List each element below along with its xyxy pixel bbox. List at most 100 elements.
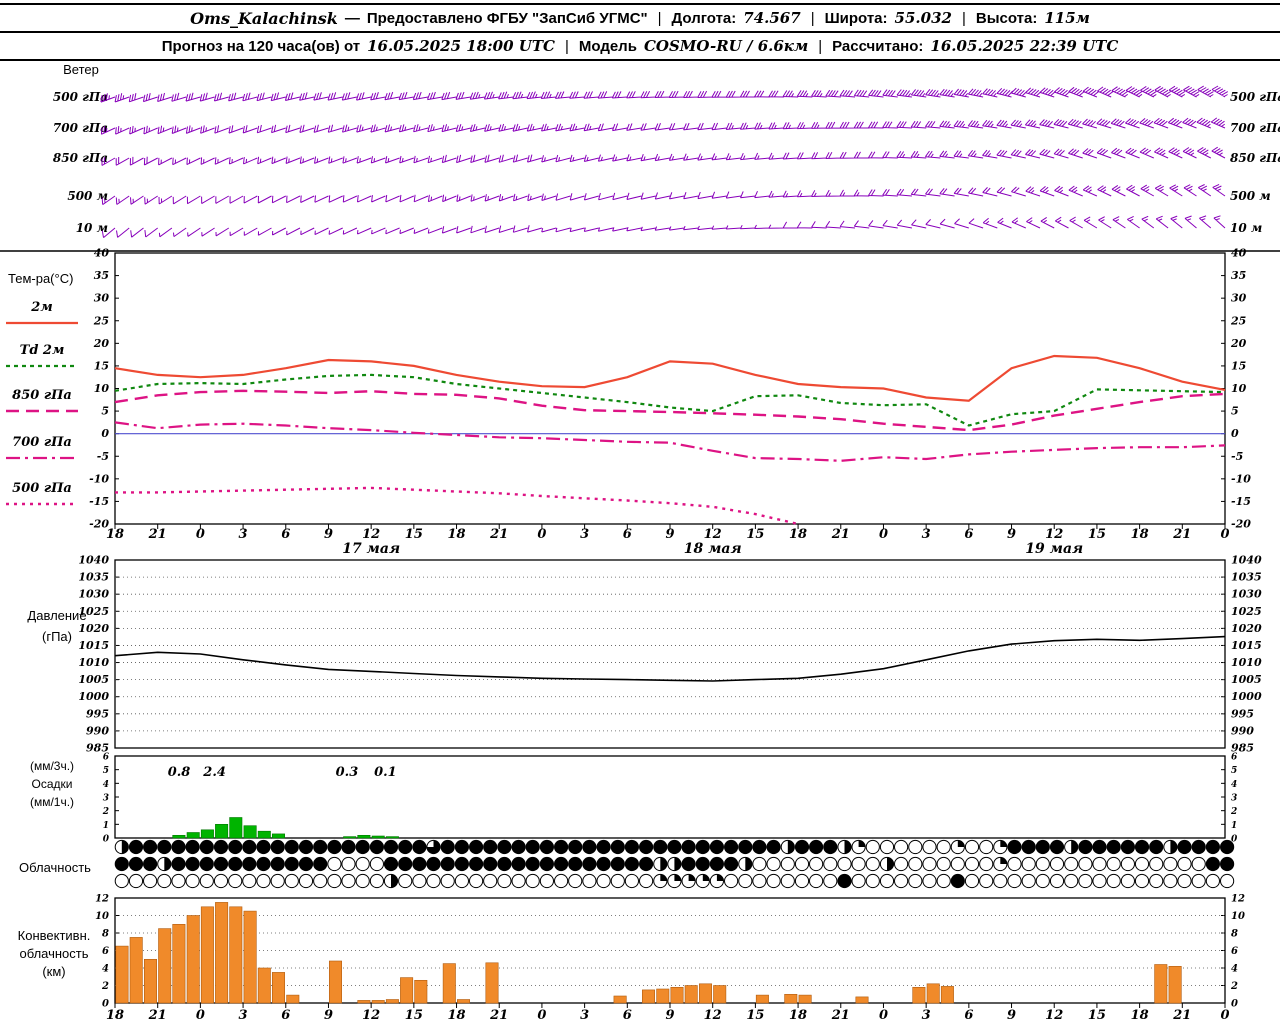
- convective-bar: [186, 915, 200, 1004]
- convective-bar: [158, 928, 172, 1004]
- y-axis-label: 4: [1231, 780, 1237, 790]
- cloud-cover-fill: [957, 840, 965, 847]
- hour-label: 9: [324, 1008, 333, 1023]
- cloud-cover-symbol: [185, 856, 200, 872]
- y-axis-label: 8: [1231, 929, 1238, 940]
- separator: |: [818, 37, 823, 55]
- convective-bar: [357, 1000, 371, 1004]
- cloud-cover-symbol: [894, 856, 909, 872]
- panel-frame: [114, 559, 1226, 749]
- cloud-cover-symbol: [922, 856, 937, 872]
- cloud-cover-symbol: [809, 856, 824, 872]
- cloud-cover-fill: [426, 840, 441, 854]
- cloud-cover-fill: [391, 874, 398, 888]
- cloud-cover-symbol: [440, 873, 455, 889]
- hour-label: 0: [196, 527, 205, 542]
- convective-bar: [215, 902, 229, 1004]
- hour-label: 15: [1088, 527, 1106, 542]
- cloud-cover-symbol: [695, 856, 710, 872]
- cloud-cover-symbol: [298, 856, 314, 872]
- y-axis-label: 1: [1231, 821, 1237, 831]
- cloud-cover-symbol: [454, 856, 469, 872]
- cloud-cover-symbol: [724, 873, 739, 889]
- cloud-cover-symbol: [199, 839, 214, 855]
- cloud-cover-symbol: [1049, 873, 1065, 889]
- hour-label: 21: [148, 1008, 167, 1023]
- hour-label: 18: [106, 527, 124, 542]
- cloud-cover-symbol: [539, 856, 555, 872]
- cloud-cover-symbol: [639, 873, 654, 889]
- cloud-cover-symbol: [624, 873, 640, 889]
- cloud-cover-symbol: [298, 873, 314, 889]
- cloud-cover-symbol: [242, 873, 257, 889]
- cloud-cover-symbol: [1021, 856, 1036, 872]
- cloud-cover-symbol: [483, 873, 498, 889]
- cloud-cover-symbol: [313, 839, 328, 855]
- cloud-cover-symbol: [1064, 856, 1079, 872]
- cloud-cover-fill: [887, 857, 894, 871]
- convective-bar: [257, 967, 271, 1004]
- cloud-cover-symbol: [1177, 839, 1192, 855]
- cloud-cover-symbol: [979, 856, 994, 872]
- convective-panel: 12 12 10 10 8 8 6 6 4 4 2 2 0 0 Конвективн. облачность (…: [18, 894, 1245, 1010]
- convective-bar: [456, 999, 470, 1004]
- y-axis-label: 8: [102, 929, 109, 940]
- hour-label: 15: [746, 527, 764, 542]
- header: Oms_Kalachinsk — Предоставлено ФГБУ "Зап…: [0, 3, 1280, 61]
- y-axis-label: 4: [1231, 964, 1238, 975]
- cloud-cover-symbol: [412, 839, 427, 855]
- cloud-cover-symbol: [766, 873, 781, 889]
- cloud-cover-symbol: [908, 856, 923, 872]
- convective-bar: [442, 963, 456, 1004]
- wind-level-label: 500 гПа: [53, 90, 108, 104]
- cloud-cover-symbol: [412, 873, 427, 889]
- cloud-cover-fill: [660, 874, 667, 881]
- y-axis-label: 15: [1231, 359, 1246, 372]
- wind-level-label: 10 м: [1230, 221, 1262, 235]
- cloud-cover-symbol: [228, 873, 243, 889]
- convective-bar: [1154, 964, 1168, 1004]
- cloud-cover-symbol: [624, 839, 640, 855]
- cloud-cover-symbol: [171, 839, 186, 855]
- cloud-cover-symbol: [936, 856, 951, 872]
- convective-panel-title: Конвективн.: [18, 928, 91, 943]
- cloud-cover-symbol: [1035, 856, 1050, 872]
- cloud-cover-symbol: [1205, 873, 1221, 889]
- cloud-cover-symbol: [1078, 873, 1093, 889]
- y-axis-label: 1000: [1231, 690, 1262, 703]
- y-axis-label: 25: [93, 314, 109, 327]
- precipitation-bar: [229, 817, 243, 839]
- cloud-cover-fill: [674, 874, 681, 881]
- cloud-cover-fill: [858, 840, 866, 847]
- cloud-cover-symbol: [284, 839, 299, 855]
- cloud-cover-symbol: [511, 856, 526, 872]
- cloud-cover-symbol: [454, 839, 469, 855]
- cloud-cover-symbol: [1007, 856, 1022, 872]
- cloud-cover-symbol: [369, 873, 384, 889]
- cloudiness-panel-title: Облачность: [19, 860, 91, 875]
- precipitation-bar: [343, 836, 357, 839]
- cloud-cover-symbol: [596, 856, 611, 872]
- cloud-cover-symbol: [1078, 856, 1093, 872]
- y-axis-label: 5: [1231, 405, 1239, 418]
- y-axis-label: 1040: [78, 554, 109, 567]
- cloud-cover-symbol: [1021, 873, 1036, 889]
- y-axis-label: 995: [1231, 707, 1254, 720]
- cloud-cover-symbol: [1205, 839, 1221, 855]
- y-axis-label: 2: [101, 981, 109, 992]
- cloud-cover-symbol: [284, 873, 299, 889]
- wind-panel-title: Ветер: [63, 62, 99, 77]
- cloud-cover-symbol: [143, 873, 158, 889]
- hour-label: 9: [665, 527, 674, 542]
- y-axis-label: 30: [1231, 292, 1247, 305]
- hour-label: 18: [1131, 527, 1149, 542]
- cloud-cover-symbol: [894, 839, 909, 855]
- y-axis-label: 5: [103, 766, 109, 776]
- cloud-cover-symbol: [157, 839, 172, 855]
- hour-label: 6: [623, 527, 632, 542]
- cloud-cover-symbol: [1177, 873, 1192, 889]
- cloud-cover-symbol: [398, 839, 413, 855]
- cloud-cover-symbol: [256, 856, 271, 872]
- cloud-cover-fill: [1071, 840, 1078, 854]
- hour-label: 0: [196, 1008, 205, 1023]
